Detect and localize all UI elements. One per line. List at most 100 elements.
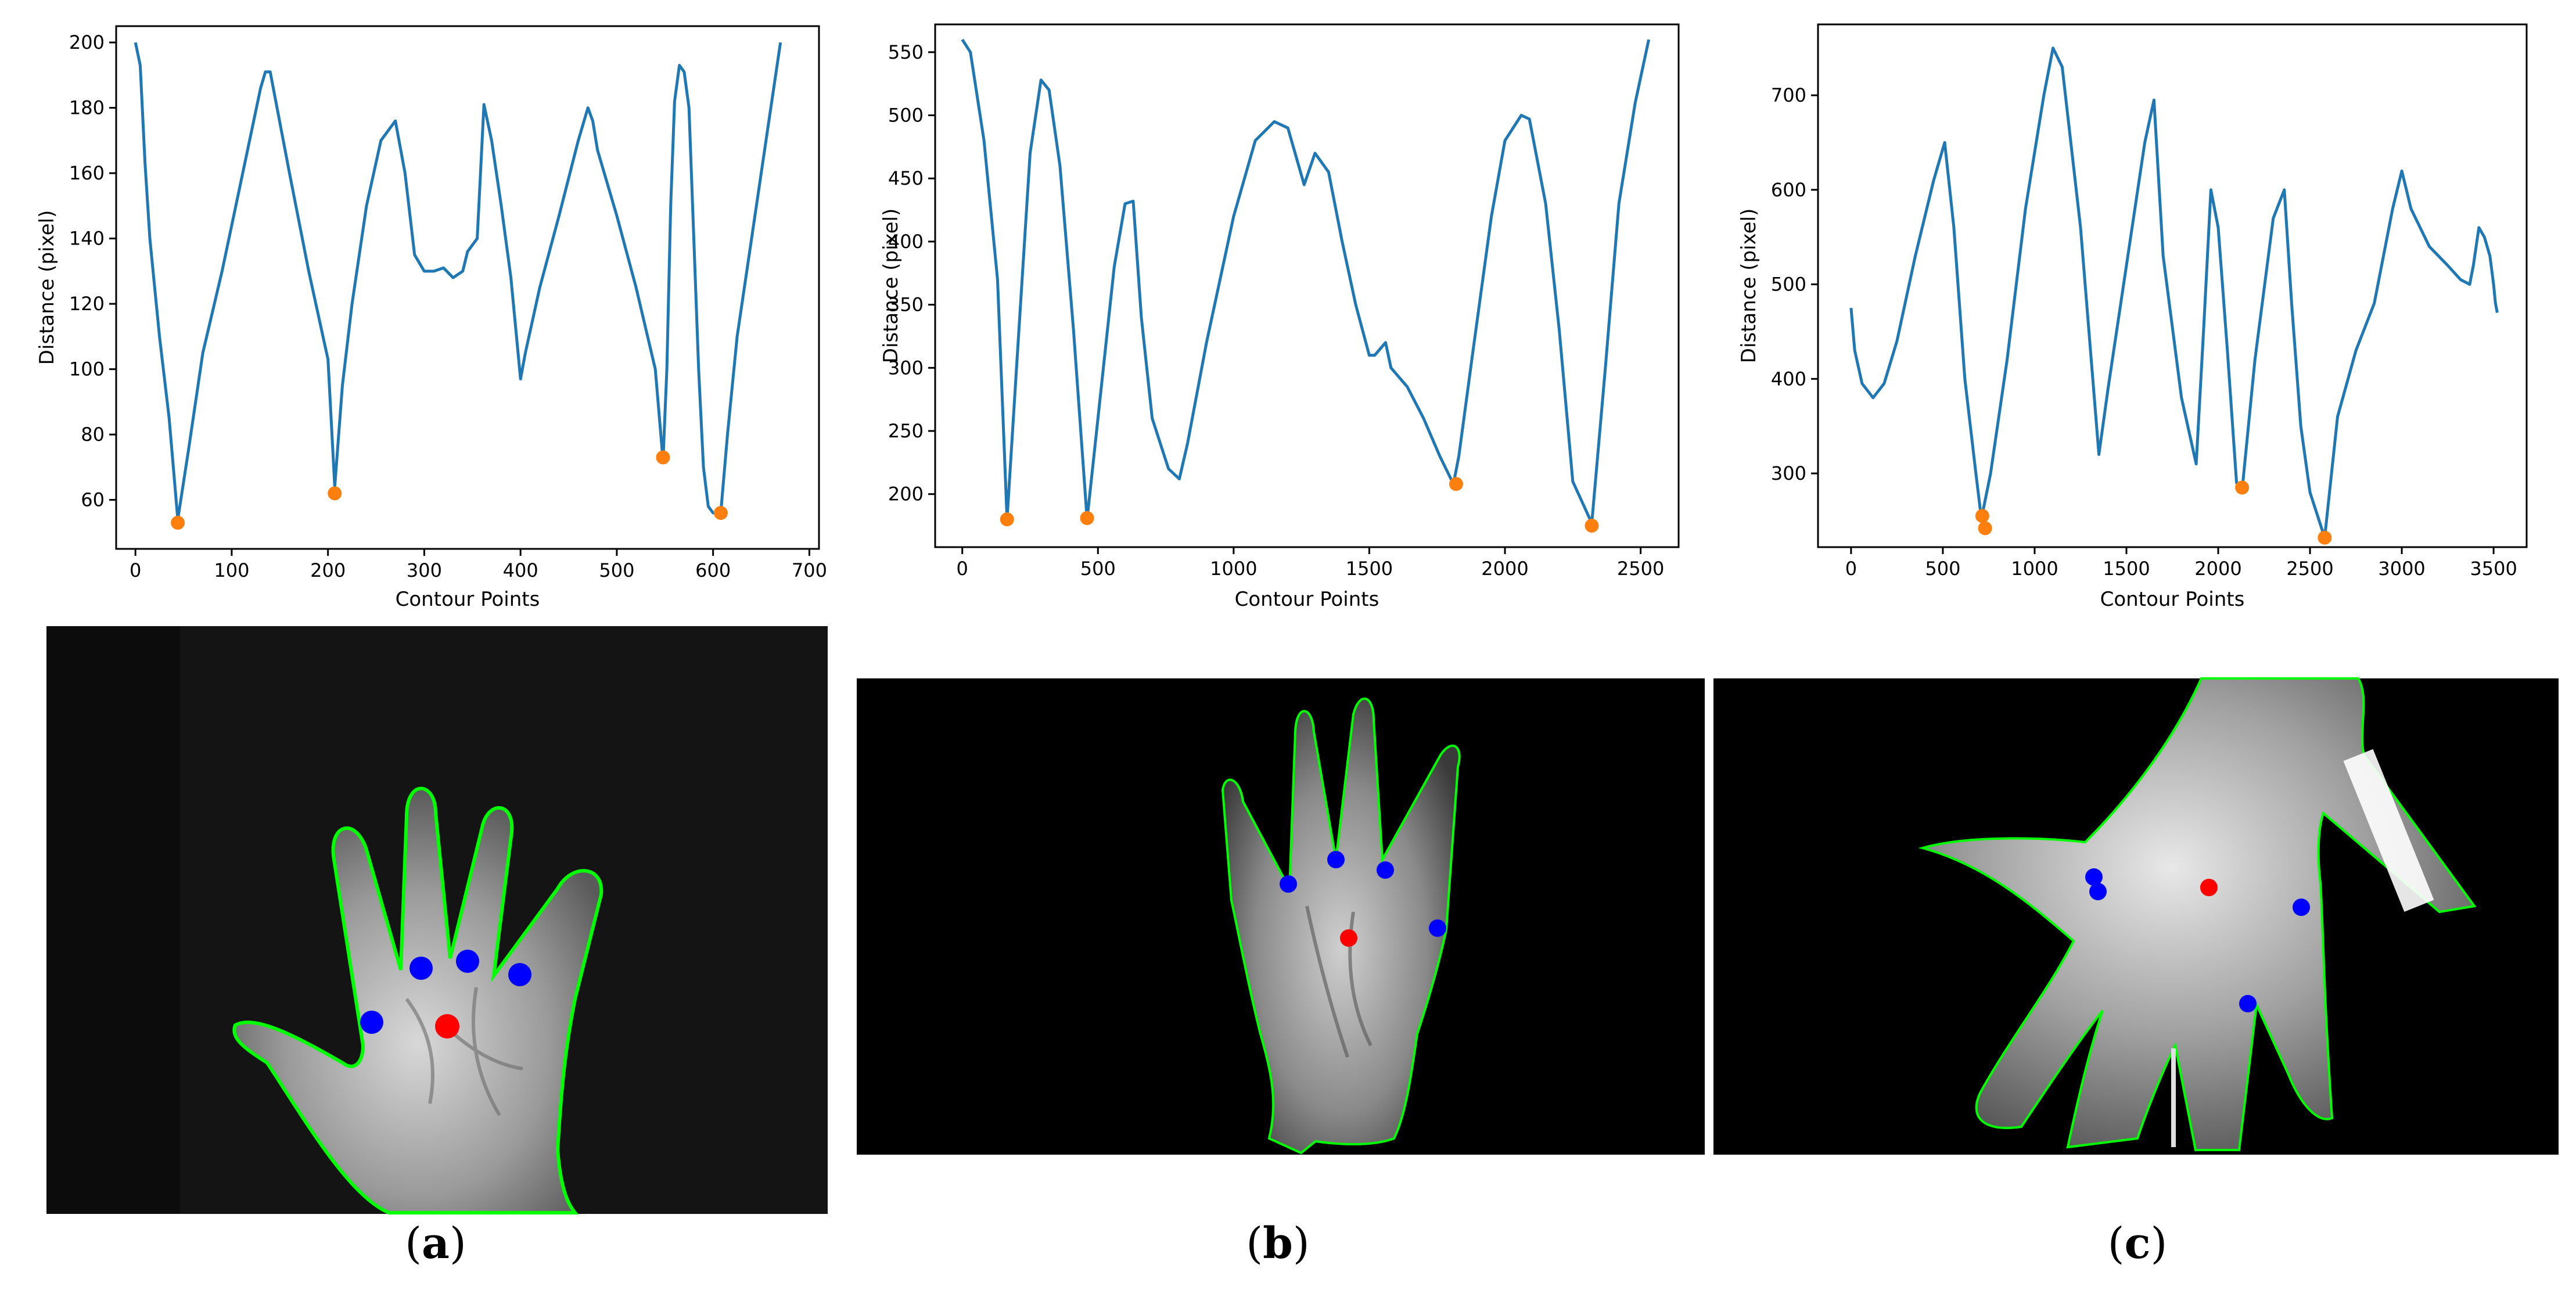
- hand-silhouette-a: [232, 786, 603, 1214]
- chart-c-minimum-point: [2235, 480, 2250, 495]
- chart-a-ytick-label: 140: [69, 228, 105, 250]
- chart-b-xtick-label: 2000: [1481, 558, 1528, 580]
- chart-a-minimum-point: [656, 450, 670, 465]
- chart-b-minimum-point: [1449, 477, 1463, 491]
- chart-a-xtick-label: 600: [695, 559, 731, 581]
- chart-c-minimum-point: [1975, 509, 1989, 523]
- chart-b-xtick-label: 2500: [1617, 558, 1664, 580]
- chart-b-series-line: [961, 38, 1651, 525]
- chart-b-xtick-label: 500: [1080, 558, 1116, 580]
- chart-c-minimum-point: [1978, 521, 1992, 536]
- hand-image-b: [857, 678, 1705, 1155]
- valley-point: [2089, 883, 2107, 900]
- chart-a-minimum-point: [713, 506, 728, 520]
- chart-c-xtick-label: 2500: [2286, 558, 2333, 580]
- chart-a-ytick-label: 80: [81, 423, 105, 445]
- chart-a-ticks: 0 100 200 300 400 500 600 700 60 80 100 120 140 160 18…: [69, 31, 827, 581]
- chart-a-ytick-label: 200: [69, 31, 105, 53]
- chart-c-ylabel: Distance (pixel): [1737, 209, 1761, 363]
- chart-a-ytick-label: 100: [69, 358, 105, 380]
- chart-c-series-line: [1849, 46, 2499, 540]
- chart-b-ytick-label: 500: [888, 105, 924, 127]
- chart-a-xtick-label: 500: [599, 559, 634, 581]
- chart-c-xtick-label: 3000: [2378, 558, 2425, 580]
- chart-b-xtick-label: 1000: [1210, 558, 1257, 580]
- chart-c-xtick-label: 1500: [2103, 558, 2150, 580]
- panel-label-c: (c): [2107, 1219, 2168, 1269]
- valley-point: [409, 957, 433, 980]
- chart-a-ytick-label: 120: [69, 293, 105, 315]
- chart-c-ytick-label: 700: [1771, 84, 1806, 106]
- chart-b-ytick-label: 300: [888, 357, 924, 379]
- chart-a-xtick-label: 400: [503, 559, 538, 581]
- chart-a-ytick-label: 180: [69, 97, 105, 119]
- valley-point: [456, 950, 479, 973]
- chart-b-ytick-label: 200: [888, 483, 924, 505]
- chart-c-frame: [1817, 23, 2528, 548]
- chart-c-ytick-label: 600: [1771, 179, 1806, 201]
- chart-b-minimum-point: [1000, 512, 1014, 527]
- panel-label-b: (b): [1246, 1219, 1310, 1269]
- chart-b: 0 500 1000 1500 2000 2500 200 250 300 350 400 450 50…: [879, 23, 1680, 611]
- chart-c-xtick-label: 0: [1845, 558, 1857, 580]
- hand-image-a: [46, 626, 828, 1214]
- valley-point: [1429, 919, 1446, 937]
- chart-b-ytick-label: 550: [888, 41, 924, 63]
- chart-a-minimum-point: [171, 516, 185, 530]
- chart-b-frame: [934, 23, 1680, 548]
- chart-a-xtick-label: 300: [407, 559, 442, 581]
- chart-c-ytick-label: 300: [1771, 462, 1806, 484]
- valley-point: [1327, 851, 1345, 868]
- chart-b-xlabel: Contour Points: [1235, 588, 1379, 611]
- chart-c: 0 500 1000 1500 2000 2500 3000 3500 300 400 500 600…: [1737, 23, 2528, 611]
- chart-a-ylabel: Distance (pixel): [35, 210, 59, 365]
- chart-b-minima: [1000, 477, 1599, 533]
- chart-c-xtick-label: 1000: [2011, 558, 2058, 580]
- chart-a-xlabel: Contour Points: [396, 588, 540, 611]
- chart-c-minima: [1975, 480, 2332, 545]
- chart-c-xtick-label: 500: [1925, 558, 1960, 580]
- chart-b-ytick-label: 450: [888, 167, 924, 189]
- chart-a-ytick-label: 60: [81, 489, 105, 511]
- valley-point: [2239, 995, 2257, 1012]
- valley-point: [1280, 875, 1297, 893]
- chart-b-ytick-label: 350: [888, 294, 924, 316]
- chart-a-ytick-label: 160: [69, 162, 105, 184]
- chart-a-xtick-label: 200: [310, 559, 346, 581]
- chart-b-ytick-label: 250: [888, 420, 924, 442]
- palm-center-point: [2200, 879, 2218, 896]
- chart-c-ticks: 0 500 1000 1500 2000 2500 3000 3500 300 400 500 600…: [1771, 84, 2517, 580]
- hand-image-c: [1713, 677, 2559, 1155]
- chart-c-xtick-label: 2000: [2194, 558, 2241, 580]
- chart-a-series-line: [134, 42, 782, 521]
- chart-c-xtick-label: 3500: [2470, 558, 2517, 580]
- chart-b-xtick-label: 0: [957, 558, 968, 580]
- chart-b-minimum-point: [1080, 511, 1094, 525]
- palm-center-point: [1340, 929, 1357, 947]
- palm-center-point: [435, 1014, 459, 1039]
- chart-c-ytick-label: 500: [1771, 274, 1806, 296]
- chart-a: 0 100 200 300 400 500 600 700 60 80 100 120 140 160 18…: [35, 25, 827, 611]
- valley-point: [1377, 861, 1394, 879]
- chart-b-ytick-label: 400: [888, 231, 924, 253]
- chart-a-xtick-label: 700: [792, 559, 827, 581]
- chart-b-ylabel: Distance (pixel): [879, 209, 903, 363]
- chart-b-xtick-label: 1500: [1346, 558, 1393, 580]
- panel-label-a: (a): [405, 1219, 466, 1269]
- valley-point: [2085, 868, 2103, 886]
- chart-b-ticks: 0 500 1000 1500 2000 2500 200 250 300 350 400 450 50…: [888, 41, 1664, 580]
- chart-c-ytick-label: 400: [1771, 368, 1806, 390]
- valley-point: [360, 1011, 383, 1034]
- valley-point: [2293, 899, 2310, 916]
- chart-a-xtick-label: 100: [214, 559, 249, 581]
- valley-point: [508, 963, 531, 986]
- chart-a-xtick-label: 0: [130, 559, 141, 581]
- chart-c-minimum-point: [2318, 530, 2332, 545]
- chart-a-frame: [115, 25, 820, 550]
- chart-b-minimum-point: [1585, 519, 1599, 533]
- chart-a-minimum-point: [328, 486, 342, 501]
- hand-silhouette-c: [1918, 677, 2477, 1151]
- hand-silhouette-b: [1221, 697, 1461, 1155]
- chart-c-xlabel: Contour Points: [2100, 588, 2245, 611]
